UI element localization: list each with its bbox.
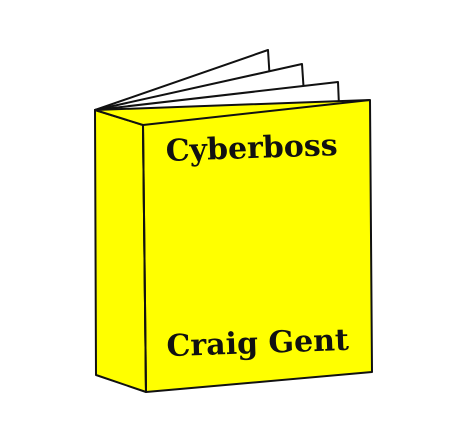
spine-crease xyxy=(142,124,147,393)
book-title: Cyberboss xyxy=(165,128,338,169)
cover-top-edge xyxy=(142,99,371,126)
book-author: Craig Gent xyxy=(166,323,350,364)
book-spine xyxy=(94,109,147,393)
book-front-cover xyxy=(94,99,373,393)
